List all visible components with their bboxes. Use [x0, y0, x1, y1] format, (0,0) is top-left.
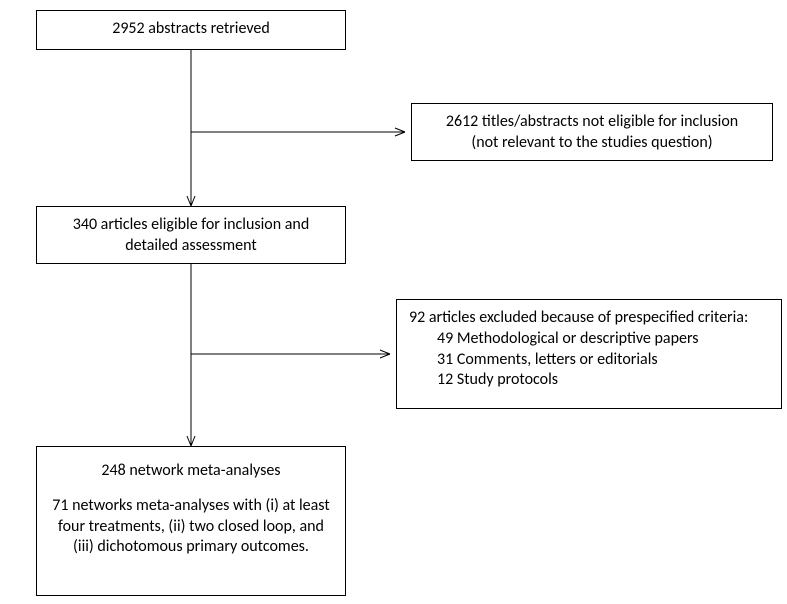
node-not-eligible: 2612 titles/abstracts not eligible for i…: [411, 103, 773, 161]
node-excluded-criteria: 92 articles excluded because of prespeci…: [396, 299, 782, 409]
node-line: detailed assessment: [49, 236, 333, 257]
node-line: 2612 titles/abstracts not eligible for i…: [424, 112, 760, 133]
node-text: 2952 abstracts retrieved: [112, 19, 270, 38]
excluded-item: 31 Comments, letters or editorials: [409, 350, 769, 371]
excluded-item: 12 Study protocols: [409, 370, 769, 391]
node-eligible-detailed: 340 articles eligible for inclusion and …: [36, 206, 346, 264]
node-header: 92 articles excluded because of prespeci…: [409, 308, 769, 329]
excluded-item: 49 Methodological or descriptive papers: [409, 329, 769, 350]
node-abstracts-retrieved: 2952 abstracts retrieved: [36, 10, 346, 50]
node-network-meta-analyses: 248 network meta-analyses 71 networks me…: [36, 446, 346, 596]
node-line: (not relevant to the studies question): [424, 133, 760, 154]
node-line: 340 articles eligible for inclusion and: [49, 215, 333, 236]
node-para: 248 network meta-analyses: [49, 461, 333, 482]
node-para: 71 networks meta-analyses with (i) at le…: [49, 496, 333, 558]
